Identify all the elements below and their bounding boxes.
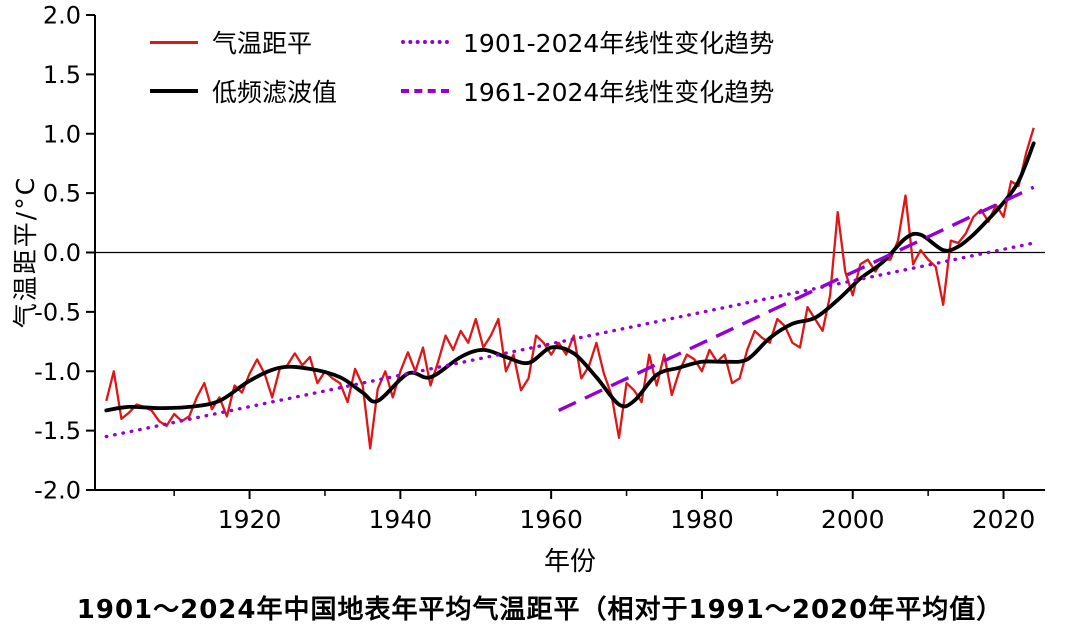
y-tick-label: 0.0 (43, 239, 81, 267)
series-filtered-line (104, 141, 1036, 413)
y-axis-label: 气温距平/°C (11, 175, 40, 329)
y-tick-label: 2.0 (43, 2, 81, 30)
purple-dashed-line-swatch (401, 89, 450, 93)
chart-canvas: 2.0 1.5 1.0 0.5 0.0 -0.5 -1.0 -1.5 -2.0 1920 1940 1… (34, 2, 1045, 534)
x-tick-label: 1980 (670, 505, 734, 534)
chart-title: 1901～2024年中国地表年平均气温距平（相对于1991～2020年平均值） (76, 595, 1004, 625)
series-anomaly-line (105, 127, 1035, 450)
red-line-swatch (150, 40, 198, 44)
x-axis-label: 年份 (543, 547, 597, 577)
legend-item-filtered: 低频滤波值 (150, 73, 337, 109)
x-tick-label: 1960 (519, 505, 583, 534)
legend-label-trend-1961: 1961-2024年线性变化趋势 (463, 78, 775, 107)
x-tick-label: 1940 (369, 505, 433, 534)
purple-dotted-line-swatch (401, 40, 450, 44)
y-tick-label: 1.5 (43, 61, 81, 89)
y-tick-label: 0.5 (43, 180, 81, 208)
y-tick-label: -2.0 (34, 477, 81, 505)
legend-item-trend-1961: 1961-2024年线性变化趋势 (401, 73, 774, 109)
x-tick-label: 2020 (972, 505, 1036, 534)
y-tick-label: -0.5 (34, 298, 81, 326)
trend-line-dashed (557, 185, 1035, 412)
legend: 气温距平 1901-2024年线性变化趋势 低频滤波值 1961-2024年线性… (150, 24, 774, 109)
x-tick-label: 2000 (821, 505, 885, 534)
temperature-anomaly-chart: 2.0 1.5 1.0 0.5 0.0 -0.5 -1.0 -1.5 -2.0 1920 1940 1… (11, 1, 1045, 577)
trend-line-dotted (104, 241, 1036, 439)
legend-label-filtered: 低频滤波值 (212, 78, 338, 107)
y-tick-label: 1.0 (43, 120, 81, 148)
y-tick-label: -1.0 (34, 358, 81, 386)
legend-label-anomaly: 气温距平 (212, 29, 313, 58)
legend-item-trend-1901: 1901-2024年线性变化趋势 (401, 24, 774, 60)
legend-label-trend-1901: 1901-2024年线性变化趋势 (463, 29, 775, 58)
legend-item-anomaly: 气温距平 (150, 24, 337, 60)
y-tick-label: -1.5 (34, 417, 81, 445)
black-line-swatch (150, 89, 198, 93)
x-tick-label: 1920 (218, 505, 282, 534)
